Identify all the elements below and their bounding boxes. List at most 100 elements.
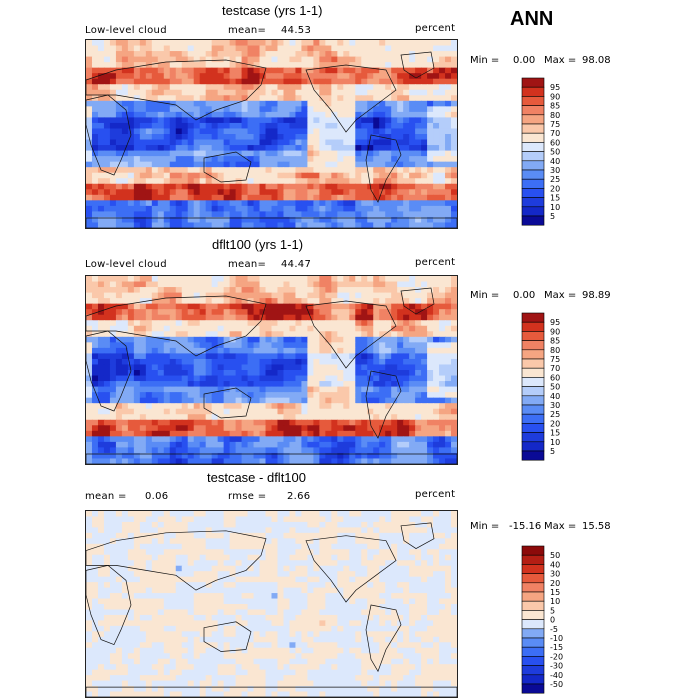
panel-3-rmse-label: rmse = — [228, 491, 267, 502]
panel-3-colorbar: -50 -40 -30 -20 -15 -10 -5 0 5 10 15 20 30 40 50 — [520, 545, 580, 699]
colorbar-3-box-1 — [521, 674, 545, 685]
panel-2-mean-label: mean= — [228, 259, 267, 270]
panel-2-min-label: Min = — [470, 290, 500, 301]
colorbar-1-box-7 — [521, 151, 545, 162]
colorbar-3-tick-label: -10 — [550, 634, 563, 643]
panel-2-max-label: Max = — [544, 290, 577, 301]
colorbar-3-box-10 — [521, 591, 545, 602]
colorbar-3-tick-label: 40 — [550, 560, 560, 569]
colorbar-1-box-13 — [521, 96, 545, 106]
panel-1-map — [85, 39, 458, 229]
colorbar-1-tick-label: 80 — [550, 111, 560, 120]
colorbar-3-box-12 — [521, 573, 545, 584]
colorbar-3-box-4 — [521, 646, 545, 657]
colorbar-2-box-11 — [521, 349, 545, 360]
season-label: ANN — [510, 8, 554, 30]
panel-2-map-field — [86, 276, 457, 464]
panel-2-units: percent — [415, 257, 456, 268]
panel-3-min-label: Min = — [470, 521, 500, 532]
colorbar-2-box-9 — [521, 367, 545, 378]
panel-2-title: dflt100 (yrs 1-1) — [212, 237, 304, 252]
colorbar-1-tick-label: 70 — [550, 129, 560, 138]
panel-3-min-value: -15.16 — [509, 521, 542, 532]
colorbar-2-box-3 — [521, 423, 545, 433]
colorbar-1-box-5 — [521, 169, 545, 180]
colorbar-2-tick-label: 30 — [550, 401, 560, 410]
panel-2-colorbar: 5 10 15 20 25 30 40 50 60 70 75 80 85 90 95 — [520, 312, 580, 466]
colorbar-3-tick-label: -40 — [550, 671, 563, 680]
colorbar-2-tick-label: 80 — [550, 346, 560, 355]
colorbar-2-box-0 — [521, 450, 545, 461]
colorbar-3-box-2 — [521, 665, 545, 676]
colorbar-2-box-12 — [521, 340, 545, 351]
colorbar-1-tick-label: 20 — [550, 184, 560, 193]
colorbar-1-tick-label: 10 — [550, 203, 560, 212]
panel-3-mean-label: mean = — [85, 491, 127, 502]
panel-1-variable-label: Low-level cloud — [85, 25, 167, 36]
colorbar-3-box-15 — [521, 545, 545, 556]
colorbar-1-tick-label: 25 — [550, 175, 560, 184]
colorbar-1-box-2 — [521, 197, 545, 208]
colorbar-1-tick-label: 40 — [550, 157, 560, 166]
colorbar-2-tick-label: 75 — [550, 355, 560, 364]
colorbar-1-tick-label: 50 — [550, 148, 560, 157]
colorbar-1-box-12 — [521, 105, 545, 116]
panel-1-units: percent — [415, 23, 456, 34]
colorbar-1-tick-label: 60 — [550, 138, 560, 147]
panel-1-max-label: Max = — [544, 55, 577, 66]
colorbar-1-box-11 — [521, 114, 545, 125]
panel-3-title: testcase - dflt100 — [207, 470, 306, 485]
colorbar-2-tick-label: 10 — [550, 438, 560, 447]
colorbar-2-box-8 — [521, 377, 545, 387]
colorbar-3-tick-label: 50 — [550, 551, 560, 560]
colorbar-3-box-13 — [521, 564, 545, 574]
colorbar-3-box-5 — [521, 637, 545, 648]
panel-2-min-value: 0.00 — [513, 290, 536, 301]
colorbar-2-box-2 — [521, 432, 545, 443]
panel-3-map-field — [86, 511, 457, 697]
colorbar-2-tick-label: 20 — [550, 419, 560, 428]
colorbar-2-box-14 — [521, 321, 545, 332]
colorbar-3-tick-label: 20 — [550, 579, 560, 588]
colorbar-2-box-10 — [521, 358, 545, 369]
colorbar-1-box-4 — [521, 178, 545, 189]
panel-3-mean-value: 0.06 — [145, 491, 169, 502]
colorbar-1-tick-label: 5 — [550, 212, 555, 221]
colorbar-1-box-3 — [521, 188, 545, 198]
colorbar-2-tick-label: 60 — [550, 373, 560, 382]
colorbar-1-tick-label: 90 — [550, 92, 560, 101]
colorbar-2-box-1 — [521, 441, 545, 452]
colorbar-1-tick-label: 30 — [550, 166, 560, 175]
colorbar-3-tick-label: -5 — [550, 625, 558, 634]
panel-3-max-value: 15.58 — [582, 521, 611, 532]
colorbar-3-box-0 — [521, 683, 545, 694]
colorbar-2-tick-label: 50 — [550, 383, 560, 392]
colorbar-3-tick-label: -50 — [550, 680, 563, 689]
colorbar-2-box-13 — [521, 331, 545, 341]
panel-3-map — [85, 510, 458, 698]
colorbar-3-tick-label: -20 — [550, 652, 563, 661]
colorbar-3-box-9 — [521, 600, 545, 611]
colorbar-1-box-1 — [521, 206, 545, 217]
colorbar-3-box-7 — [521, 619, 545, 630]
colorbar-3-box-11 — [521, 582, 545, 593]
colorbar-1-box-10 — [521, 123, 545, 134]
colorbar-2-box-4 — [521, 413, 545, 424]
colorbar-1-tick-label: 85 — [550, 102, 560, 111]
colorbar-2-tick-label: 25 — [550, 410, 560, 419]
panel-1-max-value: 98.08 — [582, 55, 611, 66]
colorbar-2-box-5 — [521, 404, 545, 415]
colorbar-1-box-8 — [521, 142, 545, 152]
colorbar-1-box-15 — [521, 77, 545, 88]
colorbar-3-tick-label: 5 — [550, 606, 555, 615]
colorbar-1-tick-label: 95 — [550, 83, 560, 92]
colorbar-2-tick-label: 70 — [550, 364, 560, 373]
panel-1-map-field — [86, 40, 457, 228]
panel-1-title: testcase (yrs 1-1) — [222, 3, 323, 18]
colorbar-1-box-9 — [521, 132, 545, 143]
colorbar-1-box-6 — [521, 160, 545, 171]
colorbar-3-tick-label: 30 — [550, 570, 560, 579]
panel-3-max-label: Max = — [544, 521, 577, 532]
colorbar-3-tick-label: -30 — [550, 662, 563, 671]
colorbar-3-tick-label: -15 — [550, 643, 563, 652]
